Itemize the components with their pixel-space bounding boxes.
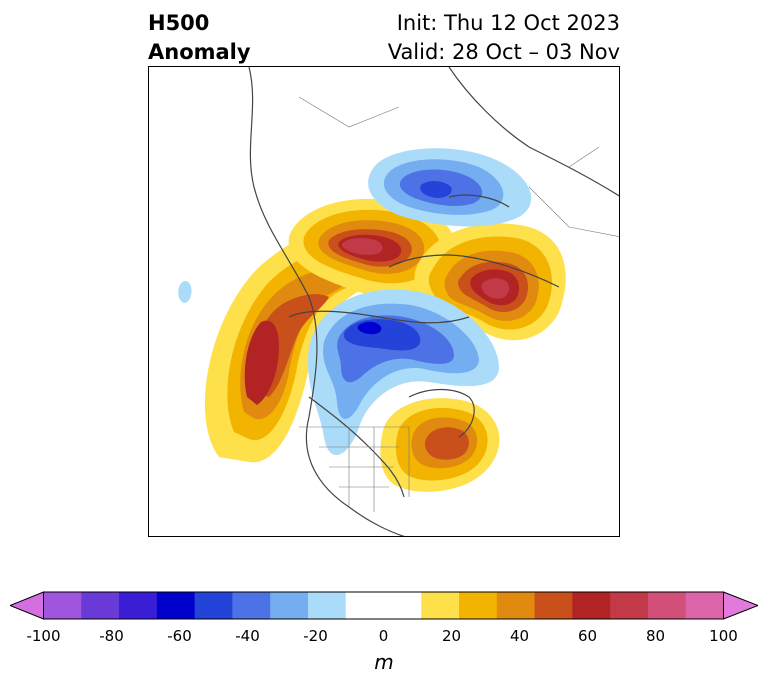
colorbar-cell: [383, 592, 422, 619]
colorbar-unit: m: [374, 650, 394, 674]
colorbar-tick-label: -40: [235, 627, 260, 645]
colorbar-extend-low: [10, 591, 44, 620]
colorbar-cell: [307, 592, 347, 619]
colorbar-cell: [421, 592, 460, 619]
colorbar-cell: [496, 592, 536, 619]
political-borders: [298, 96, 619, 512]
map-subtitle: Init: Thu 12 Oct 2023 Valid: 28 Oct – 03…: [388, 9, 620, 67]
colorbar-cell: [232, 592, 271, 619]
valid-range: Valid: 28 Oct – 03 Nov: [387, 40, 620, 64]
colorbar-cell: [194, 592, 233, 619]
anomaly-map: [148, 66, 620, 537]
colorbar-cell: [685, 592, 724, 619]
colorbar-cell: [43, 592, 82, 619]
small-negative-patch: [178, 281, 192, 303]
colorbar-cells: [10, 591, 758, 620]
colorbar-cell: [647, 592, 687, 619]
colorbar-cell: [610, 592, 649, 619]
colorbar-cell: [270, 592, 309, 619]
colorbar-tick-label: -100: [26, 627, 61, 645]
colorbar-cell: [81, 592, 120, 619]
colorbar-cell: [459, 592, 498, 619]
map-canvas: [178, 67, 619, 536]
colorbar-cell: [534, 592, 573, 619]
ridge-eastern-canada: [380, 398, 500, 492]
colorbar-extend-high: [723, 591, 758, 620]
colorbar-tick-label: 80: [645, 627, 666, 645]
trough-eastern-russia: [368, 148, 532, 227]
colorbar-cell: [156, 592, 196, 619]
colorbar-cell: [119, 592, 158, 619]
colorbar: [10, 591, 758, 620]
map-title: H500 Anomaly: [148, 9, 251, 67]
colorbar-cell: [572, 592, 611, 619]
colorbar-outline: [43, 591, 724, 620]
colorbar-tick-label: 60: [577, 627, 598, 645]
colorbar-tick-label: -80: [99, 627, 124, 645]
colorbar-tick-label: 20: [441, 627, 462, 645]
colorbar-tick-label: 40: [509, 627, 530, 645]
colorbar-tick-label: 100: [709, 627, 738, 645]
ridge-siberia: [288, 198, 456, 297]
colorbar-tick-label: 0: [378, 627, 389, 645]
trough-arctic-canada: [307, 289, 499, 456]
title-variable: H500: [148, 11, 210, 35]
colorbar-cell: [345, 592, 384, 619]
title-field: Anomaly: [148, 40, 251, 64]
colorbar-tick-label: -60: [167, 627, 192, 645]
colorbar-tick-label: -20: [303, 627, 328, 645]
init-date: Init: Thu 12 Oct 2023: [396, 11, 620, 35]
